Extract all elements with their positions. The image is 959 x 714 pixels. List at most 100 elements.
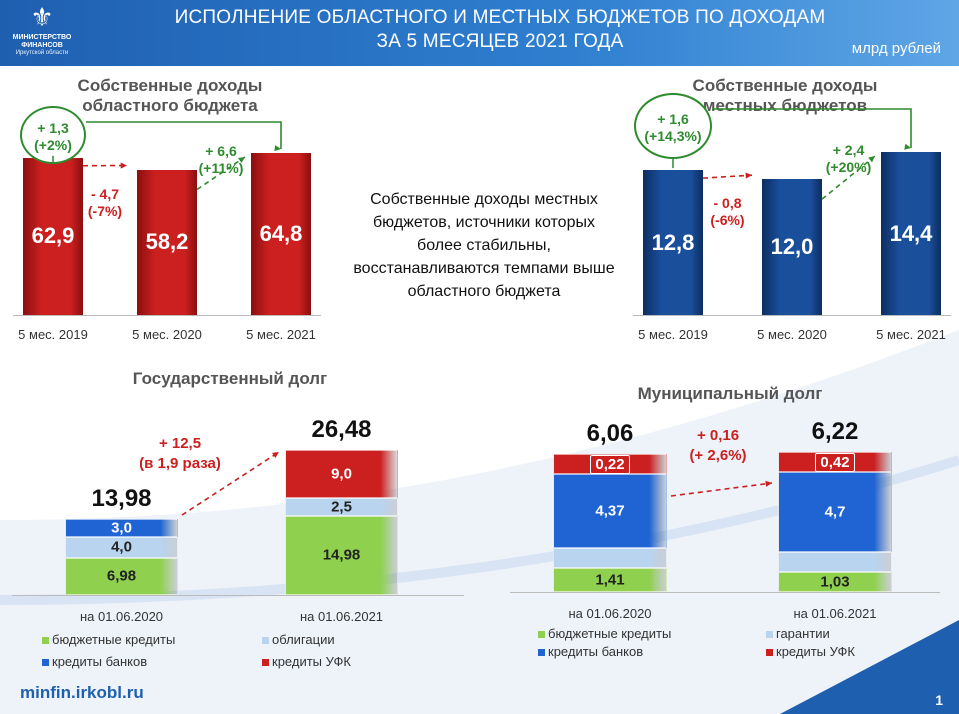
unit-label: млрд рублей (851, 40, 941, 57)
stack-total-2-1: 26,48 (311, 415, 372, 443)
stack-seg-3-0-3: 0,22 (553, 453, 667, 474)
stack-seg-3-1-3: 0,42 (778, 452, 892, 473)
step-change-line1: - 0,8 (713, 195, 742, 212)
legend-swatch (538, 631, 545, 639)
stack-x-label-3-0: на 01.06.2020 (568, 606, 652, 621)
stack-seg-3-0-1: 0,05 (553, 527, 667, 569)
stack-seg-label: 14,98 (322, 546, 361, 564)
stack-seg-label: 3,0 (111, 519, 132, 537)
legend-item-2-1: облигации (262, 632, 335, 647)
legend-label: бюджетные кредиты (548, 626, 672, 641)
stack-seg-3-1-2: 4,7 (778, 472, 892, 552)
legend-swatch (262, 659, 269, 667)
stack-x-label-3-1: на 01.06.2021 (793, 606, 877, 621)
stack-total-3-0: 6,06 (586, 419, 634, 447)
bar-value-label: 14,4 (889, 220, 933, 246)
stack-seg-2-0-2: 3,0 (65, 518, 178, 537)
regional-revenue-title-2: областного бюджета (82, 96, 258, 115)
legend-item-2-0: бюджетные кредиты (42, 632, 175, 647)
x-label-0-1: 5 мес. 2020 (132, 327, 202, 342)
page-number: 1 (935, 692, 943, 708)
stack-axis-2 (12, 595, 464, 596)
step-change-label-1-1: - 0,8 (-6%) (688, 195, 768, 229)
legend-item-3-2: кредиты банков (538, 644, 643, 659)
legend-item-2-3: кредиты УФК (262, 654, 351, 669)
x-label-0-2: 5 мес. 2021 (246, 327, 316, 342)
axis-line-0 (13, 315, 321, 316)
header-band (0, 0, 959, 66)
legend-label: гарантии (776, 626, 830, 641)
debt-change-line1: + 0,16 (696, 427, 740, 444)
step-change-label-0-1: - 4,7 (-7%) (65, 186, 145, 220)
step-change-line1: + 2,4 (832, 142, 865, 158)
bar-1-0: 12,8 (643, 170, 703, 315)
legend-item-3-3: кредиты УФК (766, 644, 855, 659)
legend-label: кредиты банков (52, 654, 148, 669)
stack-seg-label: 1,41 (595, 571, 625, 589)
ministry-logo: ⚜ МИНИСТЕРСТВО ФИНАНСОВ Иркутской област… (6, 2, 78, 64)
x-label-1-0: 5 мес. 2019 (638, 327, 708, 342)
step-change-line2: (+20%) (825, 159, 872, 175)
step-change-label-0-2: + 6,6 (+11%) (181, 143, 261, 177)
header: ⚜ МИНИСТЕРСТВО ФИНАНСОВ Иркутской област… (0, 0, 959, 66)
bar-value-label: 58,2 (145, 229, 189, 255)
stack-x-label-2-0: на 01.06.2020 (79, 609, 164, 624)
step-change-line2: (-6%) (710, 212, 745, 229)
stack-axis-3 (510, 592, 940, 593)
change-circle-0: + 1,3 (+2%) (20, 106, 86, 164)
step-change-label-1-2: + 2,4 (+20%) (809, 142, 889, 176)
bar-value-label: 12,0 (770, 234, 814, 260)
debt-change-line2: (в 1,9 раза) (139, 455, 221, 472)
bar-value-label: 64,8 (259, 221, 303, 246)
x-label-1-1: 5 мес. 2020 (757, 327, 827, 342)
change-circle-line2: (+14,3%) (644, 128, 702, 144)
legend-swatch (766, 631, 773, 639)
stack-seg-3-0-0: 1,41 (553, 568, 667, 592)
axis-line-1 (633, 315, 951, 316)
legend-item-3-0: бюджетные кредиты (538, 626, 671, 641)
step-change-line2: (-7%) (87, 202, 123, 219)
bar-0-0: 62,9 (23, 157, 83, 315)
stack-seg-label-box: 0,22 (590, 454, 630, 474)
center-note: Собственные доходы местных бюджетов, ист… (353, 191, 615, 300)
legend-label: кредиты банков (548, 644, 644, 659)
bar-1-2: 14,4 (881, 152, 941, 315)
change-circle-line1: + 1,6 (657, 111, 689, 127)
step-change-line1: + 6,6 (205, 143, 237, 159)
step-change-line1: - 4,7 (90, 185, 119, 202)
regional-revenue-title-1: Собственные доходы (77, 76, 263, 95)
step-change-line2: (+11%) (198, 160, 244, 176)
legend-swatch (42, 637, 49, 645)
legend-item-3-1: гарантии (766, 626, 830, 641)
bar-1-1: 12,0 (762, 179, 822, 315)
stack-seg-label: 0,22 (554, 454, 666, 474)
debt-change-line2: (+ 2,6%) (689, 447, 747, 464)
legend-label: кредиты УФК (776, 644, 855, 659)
municipal-debt-title: Муниципальный долг (637, 384, 823, 403)
legend-swatch (766, 649, 773, 657)
page-title-line2: ЗА 5 МЕСЯЦЕВ 2021 ГОДА (376, 31, 624, 52)
change-circle-line2: (+2%) (34, 137, 72, 153)
logo-text-3: Иркутской области (15, 50, 69, 56)
bar-value-label: 62,9 (31, 223, 75, 249)
bar-0-1: 58,2 (137, 169, 197, 315)
change-circle-line1: + 1,3 (37, 120, 69, 136)
bar-0-2: 64,8 (251, 153, 311, 315)
stack-seg-label: 0,42 (779, 453, 891, 473)
stack-seg-label: 4,7 (824, 503, 846, 521)
stack-seg-3-0-2: 4,37 (553, 473, 667, 549)
stack-seg-2-0-1: 4,0 (65, 536, 178, 558)
stack-seg-2-1-1: 2,5 (285, 497, 398, 516)
footer-site[interactable]: minfin.irkobl.ru (20, 683, 144, 702)
stack-seg-2-1-3: 9,0 (285, 449, 398, 498)
debt-change-line1: + 12,5 (158, 435, 202, 452)
stack-seg-2-1-0: 14,98 (285, 515, 398, 595)
debt-change-label-2: + 12,5 (в 1,9 раза) (120, 434, 240, 474)
stack-seg-3-1-0: 1,03 (778, 572, 892, 592)
emblem-icon: ⚜ (30, 3, 54, 33)
stack-seg-label: 2,5 (331, 498, 352, 516)
x-label-1-2: 5 мес. 2021 (876, 327, 946, 342)
stack-seg-label: 4,37 (595, 502, 625, 520)
stack-total-3-1: 6,22 (811, 418, 859, 446)
legend-swatch (538, 649, 545, 657)
